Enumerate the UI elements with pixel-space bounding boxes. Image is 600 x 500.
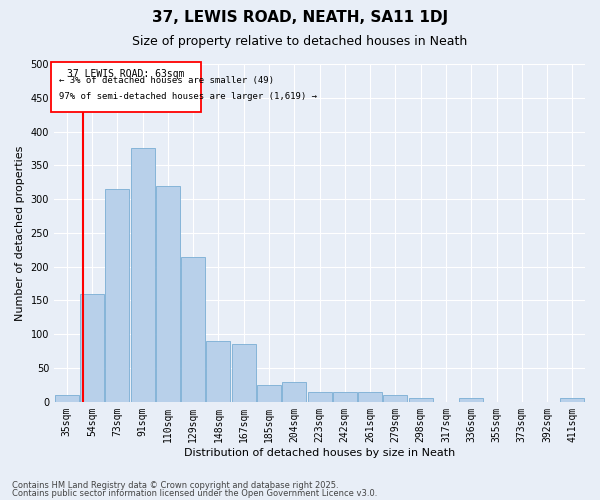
X-axis label: Distribution of detached houses by size in Neath: Distribution of detached houses by size … [184,448,455,458]
Bar [409,398,433,402]
Bar [383,395,407,402]
Text: 37 LEWIS ROAD: 63sqm: 37 LEWIS ROAD: 63sqm [67,69,185,79]
Bar [181,256,205,402]
FancyBboxPatch shape [52,62,201,112]
Bar [333,392,357,402]
Bar [156,186,180,402]
Text: 37, LEWIS ROAD, NEATH, SA11 1DJ: 37, LEWIS ROAD, NEATH, SA11 1DJ [152,10,448,25]
Bar [131,148,155,402]
Bar [560,398,584,402]
Bar [55,395,79,402]
Text: Size of property relative to detached houses in Neath: Size of property relative to detached ho… [133,35,467,48]
Bar [80,294,104,402]
Bar [206,341,230,402]
Text: ← 3% of detached houses are smaller (49): ← 3% of detached houses are smaller (49) [59,76,274,84]
Bar [232,344,256,402]
Bar [459,398,483,402]
Bar [358,392,382,402]
Text: Contains HM Land Registry data © Crown copyright and database right 2025.: Contains HM Land Registry data © Crown c… [12,481,338,490]
Y-axis label: Number of detached properties: Number of detached properties [15,145,25,320]
Bar [282,382,306,402]
Bar [257,385,281,402]
Bar [308,392,332,402]
Text: Contains public sector information licensed under the Open Government Licence v3: Contains public sector information licen… [12,488,377,498]
Text: 97% of semi-detached houses are larger (1,619) →: 97% of semi-detached houses are larger (… [59,92,317,102]
Bar [105,189,129,402]
